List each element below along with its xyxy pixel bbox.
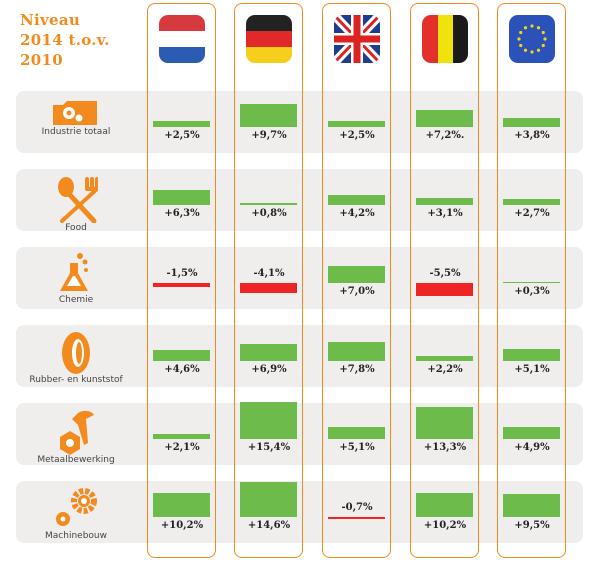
data-label: +5,1% [339,442,375,453]
data-label: +7,0% [339,286,375,297]
chart-title: Niveau 2014 t.o.v. 2010 [20,11,110,69]
bar [328,266,385,283]
category-label: Machinebouw [16,487,136,541]
data-label: +9,7% [251,130,287,141]
data-label: +15,4% [247,442,291,453]
bar [240,103,297,127]
data-label: +3,8% [514,130,550,141]
bar [153,492,210,517]
bar [328,517,385,519]
bar [416,492,473,517]
data-label: +2,2% [427,364,463,375]
nut-screw-icon [16,409,136,455]
category-name: Machinebouw [45,531,107,541]
flask-icon [16,253,136,295]
data-label: +2,1% [164,442,200,453]
bar [416,197,473,205]
flag-belgium-icon [422,15,468,63]
data-label: +4,6% [164,364,200,375]
category-name: Chemie [58,295,94,305]
tire-icon [16,331,136,375]
bar [153,283,210,287]
data-label: +4,2% [339,208,375,219]
flag-germany-icon [246,15,292,63]
data-label: +7,2%. [425,130,465,141]
data-label: +6,3% [164,208,200,219]
data-label: -4,1% [253,268,285,279]
bar [240,283,297,293]
category-row [16,91,583,153]
category-name: Industrie totaal [41,127,111,137]
category-row [16,247,583,309]
category-row [16,403,583,465]
bar [153,433,210,439]
column-verenigd-koninkrijk [322,3,391,558]
data-label: +14,6% [247,520,291,531]
bar [240,344,297,361]
data-label: -0,7% [341,502,373,513]
category-label: Rubber- en kunststof [16,331,136,385]
bar [328,121,385,127]
bar [416,355,473,361]
bar [503,427,560,439]
category-name: Food [65,223,87,233]
data-label: +6,9% [251,364,287,375]
data-label: +0,3% [514,286,550,297]
bar [240,203,297,205]
data-label: +2,7% [514,208,550,219]
factory-gears-icon [16,97,136,127]
bar [503,198,560,205]
data-label: +2,5% [164,130,200,141]
flag-eu-icon [509,15,555,63]
column-nederland [147,3,216,558]
category-label: Food [16,175,136,233]
data-label: +3,1% [427,208,463,219]
spoon-fork-icon [16,175,136,223]
data-label: +4,9% [514,442,550,453]
column-europese-unie [497,3,566,558]
gears-icon [16,487,136,531]
column-belgi- [410,3,479,558]
bar [240,481,297,517]
bar [503,281,560,283]
bar [153,121,210,127]
flag-netherlands-icon [159,15,205,63]
bar [240,402,297,439]
data-label: +2,5% [339,130,375,141]
bar [416,283,473,297]
bar [328,194,385,205]
bar [153,189,210,205]
bar [503,117,560,127]
bar [503,494,560,517]
data-label: +13,3% [423,442,467,453]
category-row [16,325,583,387]
column-duitsland [234,3,303,558]
bar [503,348,560,361]
bar [328,426,385,439]
data-label: +9,5% [514,520,550,531]
bar [416,109,473,127]
flag-uk-icon [334,15,380,63]
category-label: Chemie [16,253,136,305]
bar [153,349,210,361]
category-name: Metaalbewerking [37,455,115,465]
data-label: -1,5% [166,268,198,279]
data-label: +0,8% [251,208,287,219]
bar [328,342,385,361]
data-label: +7,8% [339,364,375,375]
category-row [16,481,583,543]
category-label: Metaalbewerking [16,409,136,465]
category-row [16,169,583,231]
data-label: -5,5% [429,268,461,279]
bar [416,407,473,439]
data-label: +5,1% [514,364,550,375]
data-label: +10,2% [160,520,204,531]
data-label: +10,2% [423,520,467,531]
category-label: Industrie totaal [16,97,136,137]
category-name: Rubber- en kunststof [29,375,123,385]
